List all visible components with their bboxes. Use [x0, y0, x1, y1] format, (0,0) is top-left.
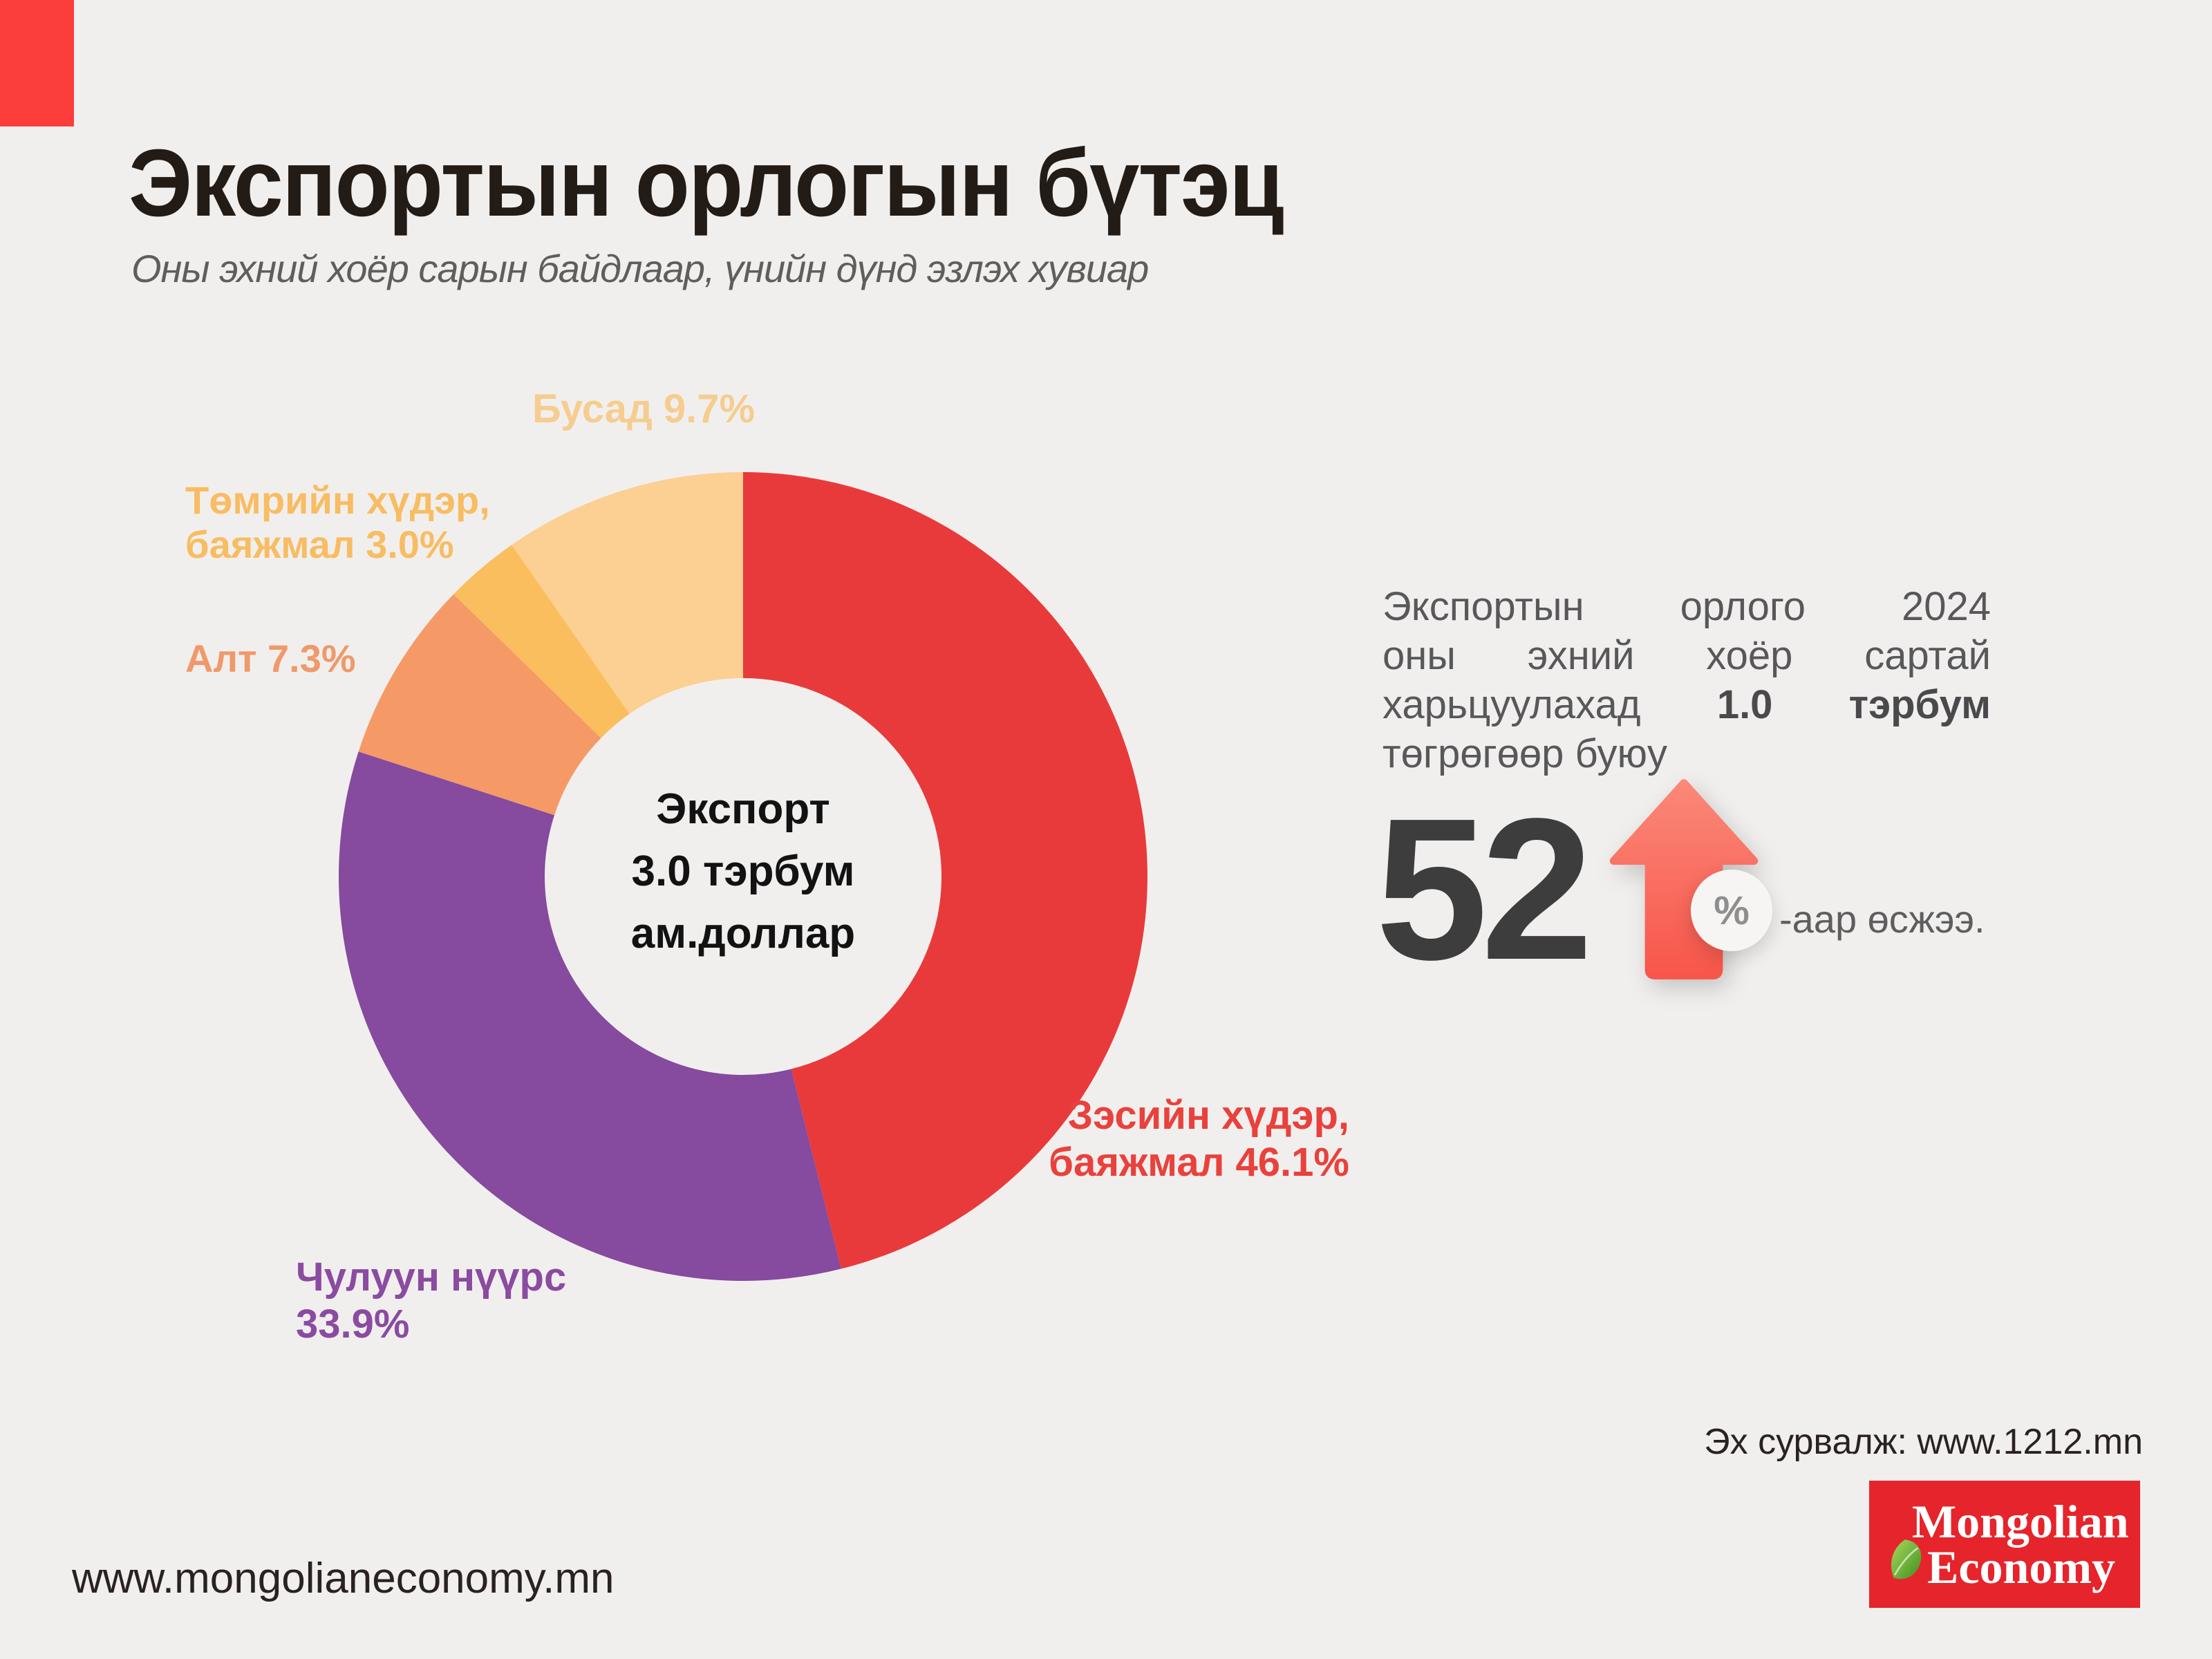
logo-line-2: Economy	[1886, 1539, 2126, 1593]
insight-line-3: харьцуулахад 1.0 тэрбум	[1382, 680, 1991, 729]
mongolian-economy-logo: Mongolian Economy	[1869, 1481, 2140, 1608]
logo-line-1: Mongolian	[1912, 1495, 2129, 1548]
donut-segment-2	[358, 594, 601, 816]
donut-chart	[339, 472, 1147, 1281]
label-chuluun: Чулуун нүүрс 33.9%	[296, 1254, 566, 1348]
label-tumriin: Төмрийн хүдэр, баяжмал 3.0%	[185, 478, 490, 567]
growth-tail-text: -аар өсжээ.	[1779, 897, 1985, 941]
insight-line-3-bold: 1.0 тэрбум	[1716, 682, 1991, 727]
page-subtitle: Оны эхний хоёр сарын байдлаар, үнийн дүн…	[131, 247, 1149, 290]
label-zesiin: Зэсийн хүдэр, баяжмал 46.1%	[968, 1092, 1349, 1186]
donut-segment-4	[512, 472, 743, 714]
source-text: Эх сурвалж: www.1212.mn	[1704, 1422, 2143, 1462]
donut-segment-3	[453, 545, 630, 738]
insight-paragraph: Экспортын орлого 2024 оны эхний хоёр сар…	[1382, 582, 1991, 778]
center-line-1: Экспорт	[656, 785, 830, 833]
insight-line-4: төгрөгөөр буюу	[1382, 731, 1667, 776]
percent-badge: %	[1691, 870, 1772, 951]
donut-center-label: Экспорт 3.0 тэрбум ам.доллар	[536, 778, 950, 965]
label-tumriin-line1: Төмрийн хүдэр,	[185, 478, 490, 522]
page-title: Экспортын орлогын бүтэц	[129, 130, 1284, 236]
insight-line-2: оны эхний хоёр сартай	[1382, 633, 1991, 678]
label-busad: Бусад 9.7%	[532, 386, 756, 431]
label-alt: Алт 7.3%	[185, 637, 356, 680]
label-tumriin-line2: баяжмал 3.0%	[185, 523, 454, 566]
donut-segment-1	[339, 751, 841, 1281]
accent-bar	[0, 0, 74, 126]
label-zesiin-line1: Зэсийн хүдэр,	[1067, 1093, 1349, 1138]
insight-line-3-normal: харьцуулахад	[1382, 682, 1641, 727]
logo-line-2-text: Economy	[1927, 1541, 2115, 1593]
center-line-3: ам.доллар	[630, 910, 856, 957]
leaf-icon	[1886, 1537, 1924, 1588]
label-chuluun-line1: Чулуун нүүрс	[296, 1255, 567, 1300]
label-zesiin-line2: баяжмал 46.1%	[1049, 1140, 1349, 1185]
insight-line-1: Экспортын орлого 2024	[1382, 584, 1991, 629]
donut-segment-0	[743, 472, 1147, 1269]
website-text: www.mongolianeconomy.mn	[72, 1555, 615, 1602]
center-line-2: 3.0 тэрбум	[631, 847, 855, 895]
growth-number: 52	[1376, 776, 1593, 1002]
label-chuluun-line2: 33.9%	[296, 1302, 410, 1347]
